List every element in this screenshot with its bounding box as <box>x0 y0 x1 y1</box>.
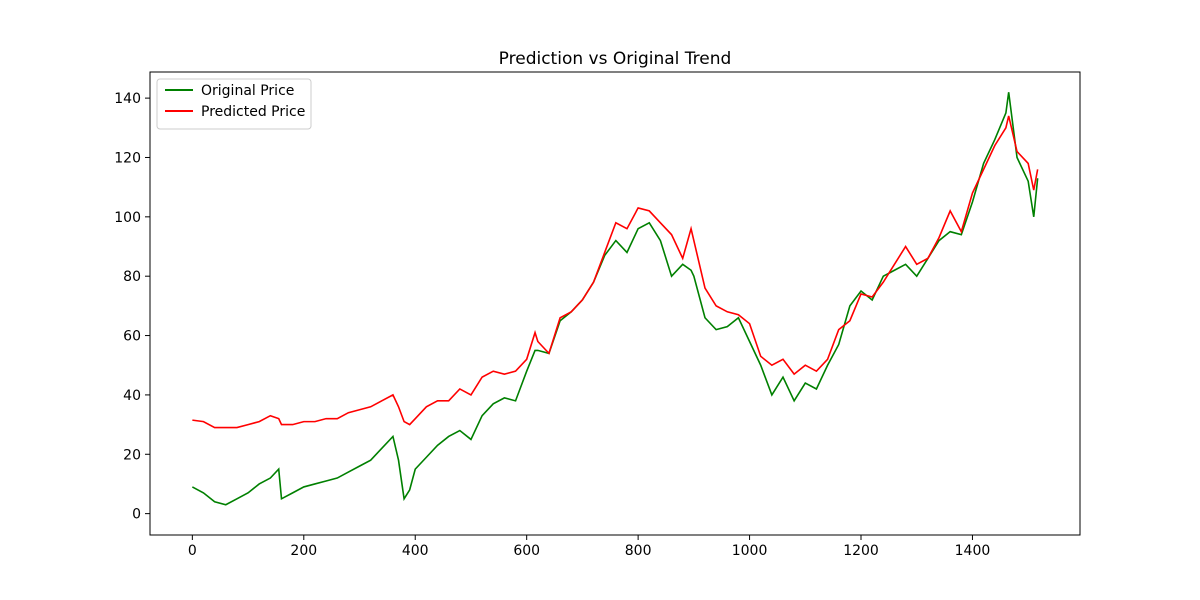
y-tick-label: 60 <box>123 329 141 345</box>
y-tick-label: 120 <box>114 150 141 166</box>
y-tick-label: 0 <box>132 507 141 523</box>
x-tick-label: 800 <box>625 543 652 559</box>
y-tick-label: 140 <box>114 91 141 107</box>
x-tick-label: 1000 <box>732 543 768 559</box>
y-tick-label: 20 <box>123 447 141 463</box>
x-tick-label: 1200 <box>843 543 879 559</box>
y-tick-label: 40 <box>123 388 141 404</box>
series-line <box>191 92 1039 506</box>
x-tick-label: 0 <box>188 543 197 559</box>
plot-frame <box>149 71 1081 536</box>
x-tick-label: 1400 <box>955 543 991 559</box>
y-tick-label: 80 <box>123 269 141 285</box>
legend-label: Predicted Price <box>201 104 305 120</box>
y-tick-label: 100 <box>114 210 141 226</box>
chart-title: Prediction vs Original Trend <box>499 49 732 69</box>
legend-label: Original Price <box>201 83 294 99</box>
series-line <box>192 115 1039 429</box>
x-tick-label: 600 <box>513 543 540 559</box>
x-tick-label: 400 <box>402 543 429 559</box>
legend-box <box>156 78 312 130</box>
x-tick-label: 200 <box>290 543 317 559</box>
